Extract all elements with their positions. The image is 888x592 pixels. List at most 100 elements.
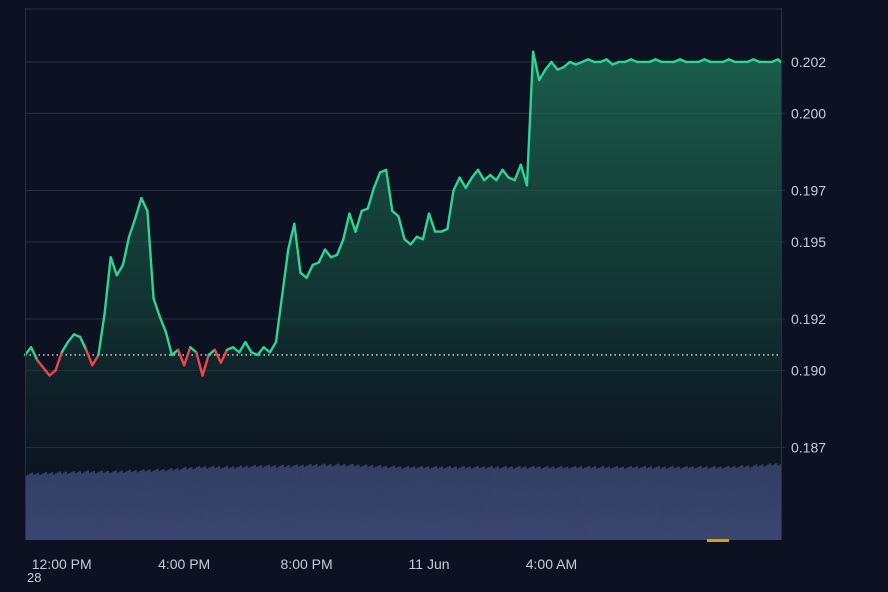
price-line (23, 50, 783, 377)
price-segment-45 (299, 271, 308, 280)
price-segment-31 (213, 348, 223, 364)
price-segment-77 (495, 168, 504, 182)
price-segment-56 (366, 186, 376, 210)
y-axis-ticks: 0.202 0.200 0.197 0.195 0.192 0.190 0.187 (791, 54, 826, 456)
y-tick-label-1: 0.200 (791, 105, 826, 121)
price-segment-13 (103, 256, 112, 316)
price-segment-72 (464, 176, 474, 190)
price-segment-32 (219, 348, 229, 364)
price-segment-24 (170, 348, 180, 357)
price-segment-5 (54, 351, 63, 372)
price-segment-75 (482, 173, 492, 182)
price-segment-43 (287, 222, 296, 251)
price-segment-23 (164, 330, 174, 357)
x-axis-ticks: 12:00 PM 4:00 PM 8:00 PM 11 Jun 4:00 AM (32, 556, 577, 572)
partial-marker (707, 539, 729, 542)
price-segment-62 (403, 238, 412, 246)
price-segment-38 (256, 346, 265, 357)
price-segment-82 (525, 50, 535, 187)
price-segment-2 (36, 358, 45, 370)
price-segment-7 (66, 333, 76, 344)
price-segment-29 (201, 353, 210, 377)
price-segment-52 (342, 212, 351, 241)
price-segment-65 (421, 212, 431, 241)
price-segment-123 (776, 58, 783, 64)
price-segment-44 (293, 222, 302, 274)
price-segment-17 (127, 217, 137, 238)
price-area-fill (25, 51, 781, 540)
price-segment-39 (262, 346, 272, 354)
price-segment-49 (323, 248, 333, 259)
price-segment-22 (158, 315, 167, 334)
y-tick-label-4: 0.192 (791, 311, 826, 327)
y-tick-label-0: 0.202 (791, 54, 826, 70)
price-segment-85 (544, 60, 553, 71)
stray-label: 28 (27, 570, 42, 585)
price-segment-88 (562, 60, 572, 69)
y-tick-label-3: 0.195 (791, 234, 826, 250)
price-segment-46 (305, 263, 314, 280)
price-segment-16 (121, 235, 131, 267)
price-segment-6 (60, 340, 70, 354)
price-segment-80 (513, 163, 523, 182)
price-segment-35 (238, 340, 247, 354)
price-segment-53 (348, 212, 357, 233)
price-segment-69 (446, 189, 455, 231)
price-segment-61 (397, 214, 406, 241)
price-segment-18 (133, 196, 143, 220)
y-tick-label-5: 0.190 (791, 362, 826, 378)
y-tick-label-6: 0.187 (791, 439, 826, 455)
price-segment-73 (470, 168, 480, 179)
price-segment-28 (195, 351, 204, 377)
price-segment-40 (268, 340, 278, 354)
x-tick-label-3: 11 Jun (409, 556, 450, 572)
price-segment-84 (538, 68, 547, 82)
price-area (25, 51, 781, 540)
price-segment-76 (489, 173, 498, 182)
price-segment-4 (48, 369, 57, 377)
price-segment-34 (231, 346, 241, 354)
price-segment-78 (501, 168, 510, 179)
price-segment-54 (354, 209, 363, 233)
price-segment-41 (274, 294, 284, 344)
price-segment-14 (109, 256, 119, 277)
price-segment-95 (605, 58, 614, 66)
price-segment-26 (182, 346, 192, 367)
price-segment-60 (391, 209, 400, 218)
price-segment-51 (335, 238, 345, 256)
price-segment-12 (97, 312, 106, 357)
price-segment-42 (280, 248, 290, 298)
x-tick-label-4: 4:00 AM (526, 556, 577, 572)
price-segment-27 (189, 346, 198, 354)
price-segment-30 (207, 348, 216, 357)
price-segment-59 (384, 168, 394, 213)
price-segment-57 (372, 171, 382, 190)
y-tick-label-2: 0.197 (791, 182, 826, 198)
price-segment-1 (29, 346, 39, 362)
price-segment-70 (452, 176, 461, 192)
price-segment-15 (115, 263, 125, 277)
price-segment-21 (152, 297, 161, 318)
plot-left-border (25, 8, 26, 540)
price-segment-66 (427, 212, 437, 233)
price-segment-20 (146, 209, 155, 300)
price-segment-19 (140, 196, 149, 213)
price-segment-10 (85, 348, 94, 367)
price-segment-83 (531, 50, 541, 82)
price-segment-9 (78, 335, 88, 352)
price-segment-36 (244, 340, 253, 354)
x-tick-label-1: 4:00 PM (158, 556, 210, 572)
x-tick-label-2: 8:00 PM (281, 556, 333, 572)
x-tick-label-0: 12:00 PM (32, 556, 92, 572)
price-segment-63 (409, 235, 418, 246)
price-segment-71 (458, 176, 467, 190)
price-segment-48 (317, 248, 327, 264)
price-segment-0 (23, 346, 33, 357)
price-segment-25 (176, 348, 186, 367)
plot-right-border (781, 8, 782, 540)
price-segment-11 (91, 353, 100, 367)
price-segment-3 (42, 366, 51, 377)
price-segment-86 (550, 60, 559, 71)
